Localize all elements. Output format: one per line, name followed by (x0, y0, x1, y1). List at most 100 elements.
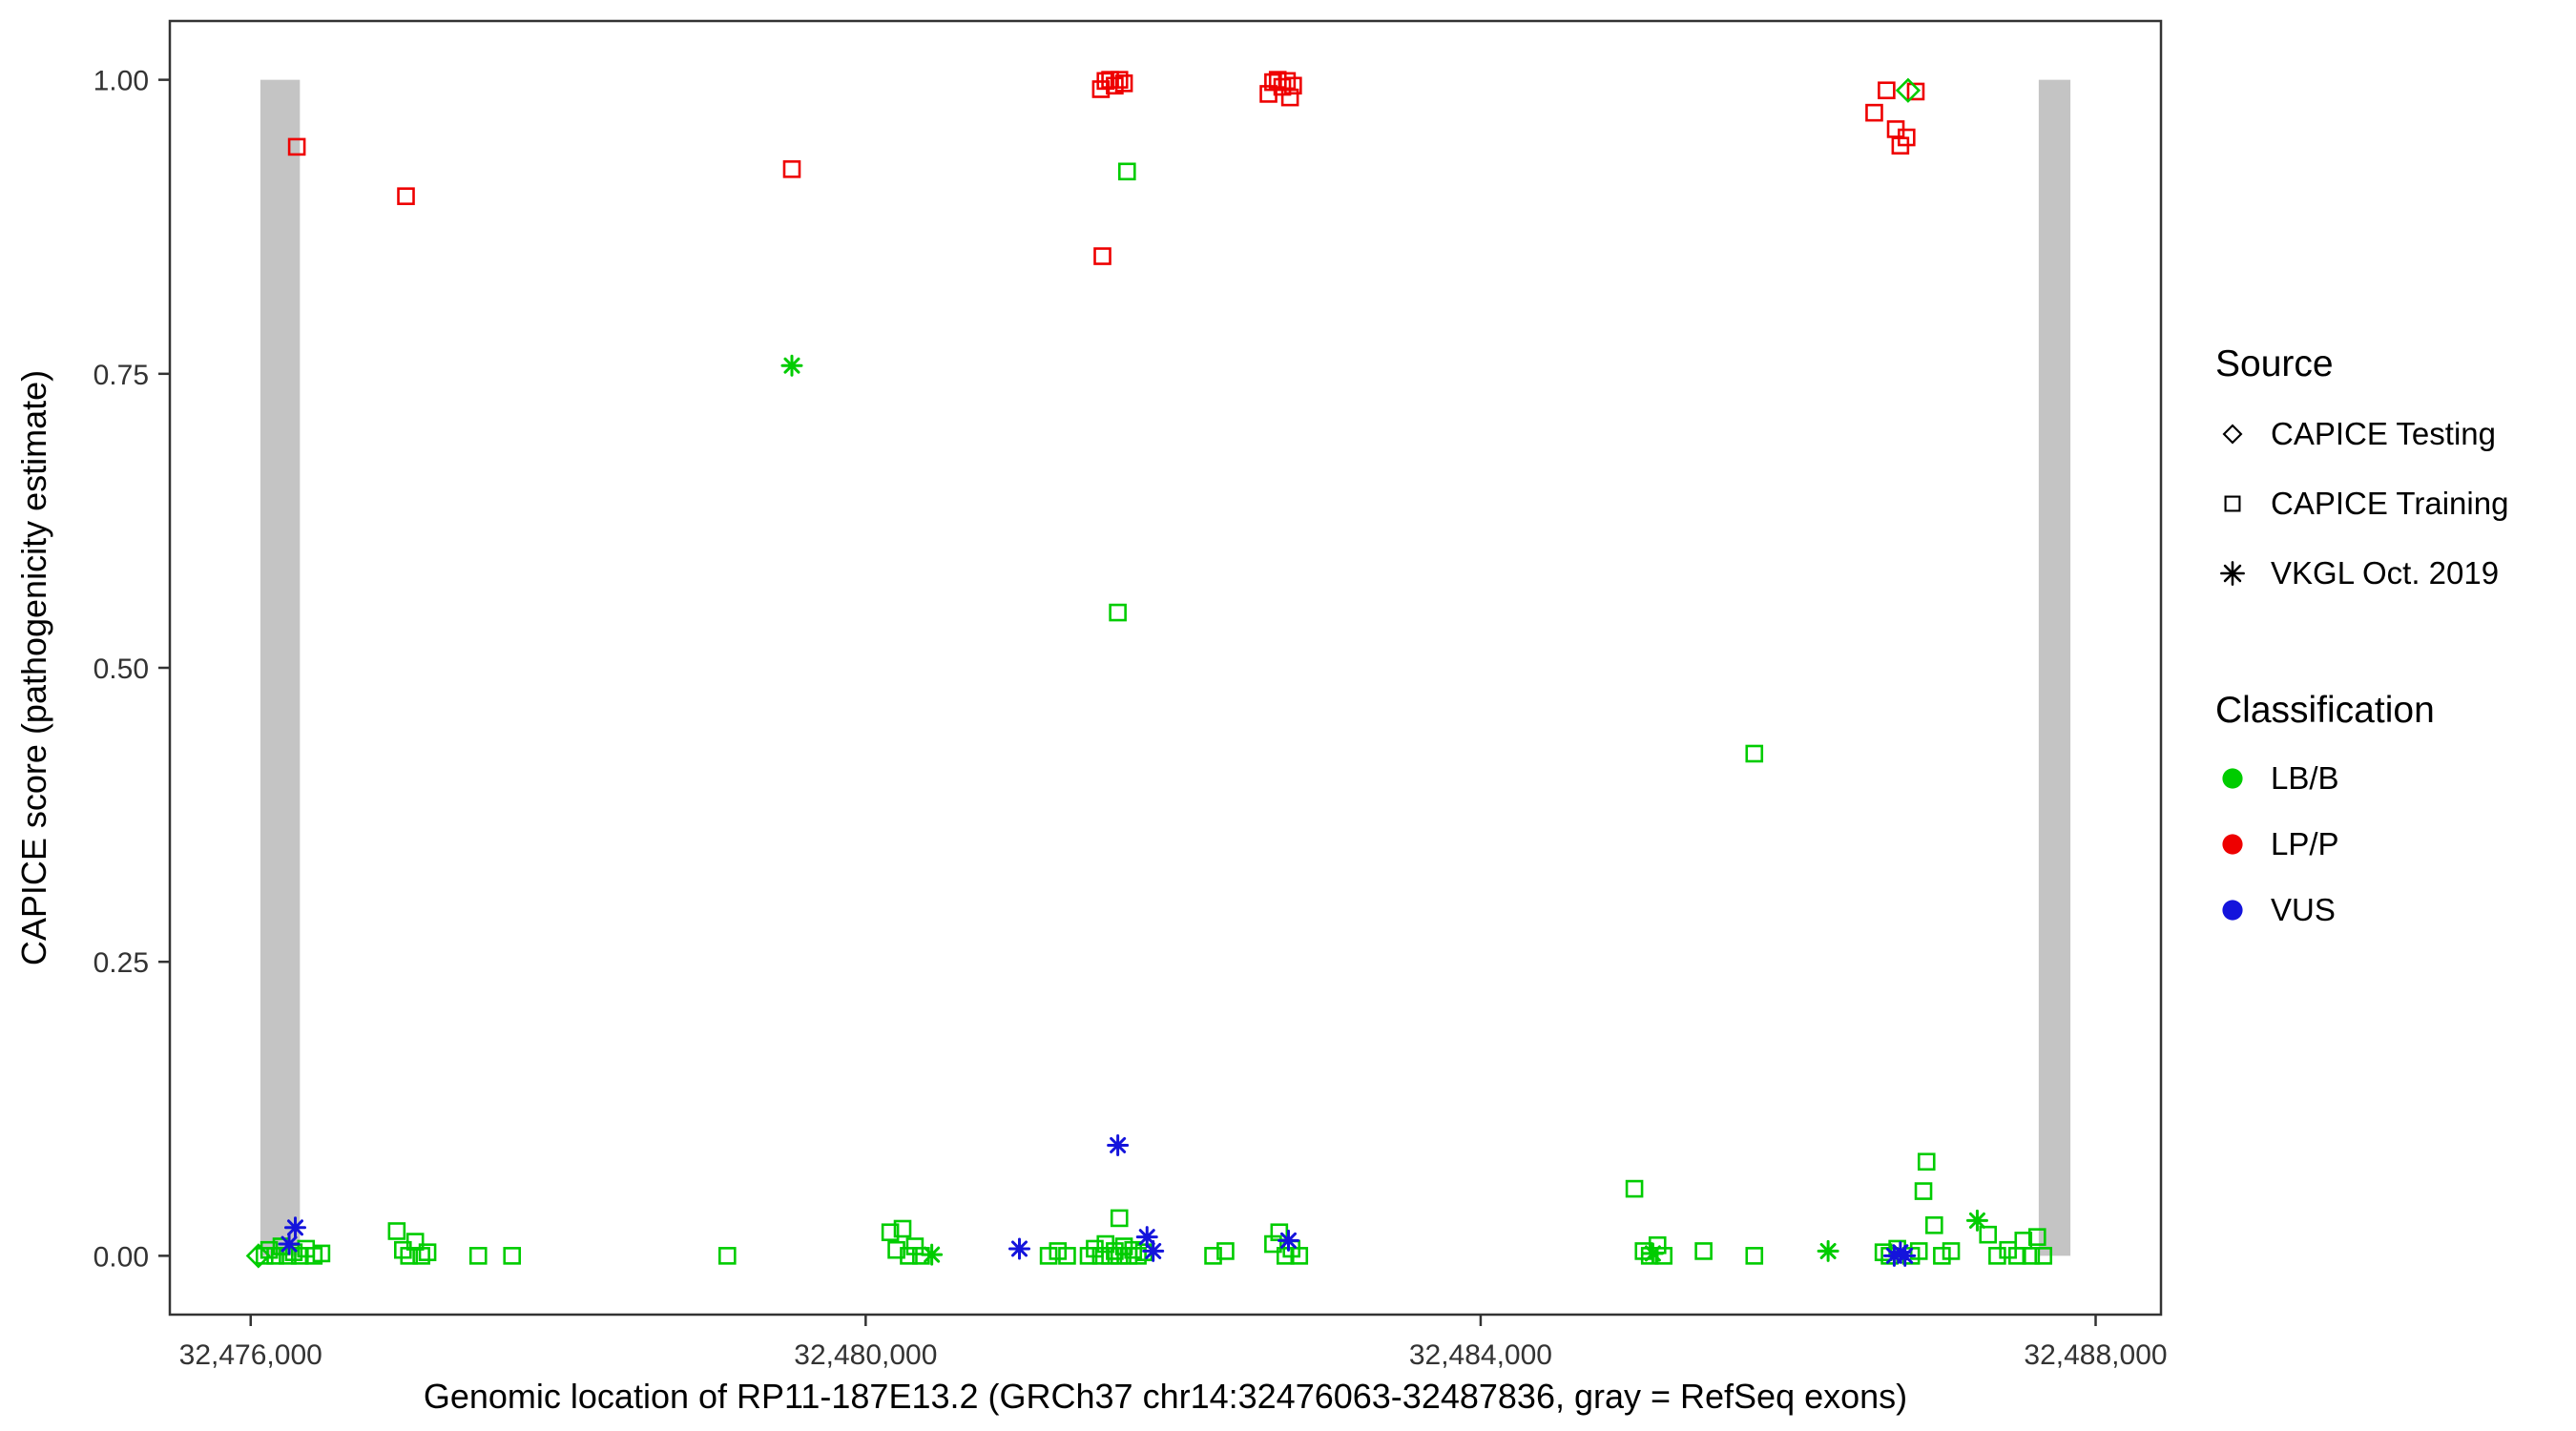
data-point (1114, 74, 1133, 93)
data-point (287, 137, 306, 156)
data-point (1914, 1182, 1933, 1200)
data-point (1008, 1237, 1030, 1260)
data-point (1280, 88, 1299, 107)
data-point (279, 1247, 297, 1265)
data-point (1625, 1179, 1644, 1198)
data-point (1284, 76, 1302, 95)
data-point (1906, 82, 1925, 101)
data-point (312, 1244, 331, 1263)
data-point (1101, 71, 1119, 89)
x-tick-label: 32,488,000 (2024, 1339, 2167, 1371)
legend-item-capice-training: CAPICE Training (2215, 468, 2508, 538)
data-point (1114, 1237, 1133, 1255)
data-point (503, 1247, 522, 1265)
data-point (1117, 162, 1136, 181)
legend-classification-block: Classification LB/B LP/P VUS (2215, 690, 2508, 943)
data-point (2034, 1247, 2053, 1265)
series-vkgl-oct-2019-vus (278, 1133, 1917, 1267)
x-tick-label: 32,480,000 (794, 1339, 937, 1371)
legend-item-label: LP/P (2271, 825, 2339, 861)
data-point (1107, 1133, 1130, 1156)
data-point (1110, 1209, 1129, 1228)
asterisk-icon (2220, 560, 2245, 586)
data-point (1745, 1247, 1764, 1265)
data-point (1917, 1152, 1936, 1172)
series-capice-testing-lb-b (245, 77, 1922, 1269)
data-point (2022, 1247, 2041, 1265)
y-axis-title: CAPICE score (pathogenicity estimate) (14, 370, 53, 965)
data-point (283, 1216, 306, 1239)
legend-source-title: Source (2215, 343, 2334, 384)
legend-source-block: Source CAPICE Testing CAPICE Training VK… (2215, 343, 2508, 608)
lbb-color-dot-icon (2222, 767, 2243, 789)
legend-item-capice-testing: CAPICE Testing (2215, 399, 2508, 468)
legend-item-lpp: LP/P (2215, 811, 2508, 877)
data-point (412, 1247, 430, 1265)
data-point (1135, 1226, 1158, 1249)
x-tick-label: 32,476,000 (179, 1339, 322, 1371)
x-tick-label: 32,484,000 (1409, 1339, 1552, 1371)
data-point (1925, 1216, 1943, 1234)
refseq-exon-bar (2038, 79, 2071, 1256)
data-point (900, 1247, 918, 1265)
data-point (1264, 1234, 1282, 1254)
refseq-exon-bar (260, 79, 301, 1256)
data-point (1129, 1247, 1147, 1265)
data-point (1124, 1240, 1143, 1259)
data-point (1110, 1247, 1129, 1265)
data-point (1965, 1209, 1988, 1232)
data-point (387, 1222, 406, 1240)
data-point (1093, 247, 1111, 265)
data-point (1278, 1229, 1299, 1252)
data-point (887, 1240, 905, 1259)
data-point (1106, 1242, 1124, 1260)
diamond-icon (2222, 424, 2243, 444)
data-point (1895, 77, 1922, 103)
y-tick-label: 0.50 (93, 653, 149, 685)
legend-item-label: LB/B (2271, 759, 2339, 796)
data-point (418, 1243, 437, 1261)
legend-item-vkgl: VKGL Oct. 2019 (2215, 538, 2508, 608)
legend-item-lbb: LB/B (2215, 745, 2508, 811)
data-point (1110, 71, 1129, 89)
legend-item-label: CAPICE Testing (2271, 415, 2496, 451)
data-point (1979, 1225, 1998, 1244)
data-point (1988, 1247, 2006, 1265)
data-point (1865, 103, 1883, 122)
data-point (1091, 1247, 1111, 1265)
data-point (1290, 1247, 1309, 1265)
data-point (1216, 1242, 1235, 1260)
plot-panel (168, 19, 2163, 1317)
data-point (1641, 1242, 1664, 1265)
vus-color-dot-icon (2222, 899, 2243, 921)
data-point (881, 1223, 900, 1242)
lpp-color-dot-icon (2222, 833, 2243, 855)
data-point (1204, 1247, 1222, 1265)
legend-item-label: CAPICE Training (2271, 485, 2509, 521)
data-point (1142, 1239, 1165, 1262)
data-point (1106, 76, 1124, 95)
legend-classification-title: Classification (2215, 690, 2435, 731)
data-point (905, 1237, 924, 1255)
data-point (255, 1247, 274, 1265)
data-point (1039, 1247, 1058, 1265)
data-point (1745, 744, 1764, 763)
y-tick-label: 0.25 (93, 947, 149, 979)
data-point (1878, 81, 1896, 100)
data-point (245, 1243, 271, 1269)
data-point (1049, 1242, 1068, 1260)
data-point (1109, 603, 1127, 622)
legend: Source CAPICE Testing CAPICE Training VK… (2215, 343, 2508, 943)
data-point (1817, 1239, 1839, 1262)
x-axis-title: Genomic location of RP11-187E13.2 (GRCh3… (424, 1377, 1907, 1416)
data-point (921, 1243, 944, 1266)
legend-item-label: VKGL Oct. 2019 (2271, 554, 2500, 591)
square-icon (2224, 495, 2241, 511)
data-point (1942, 1242, 1961, 1260)
data-point (782, 160, 801, 178)
data-point (1101, 1247, 1119, 1265)
data-point (1894, 1244, 1917, 1267)
data-point (397, 187, 415, 205)
data-point (1933, 1247, 1951, 1265)
